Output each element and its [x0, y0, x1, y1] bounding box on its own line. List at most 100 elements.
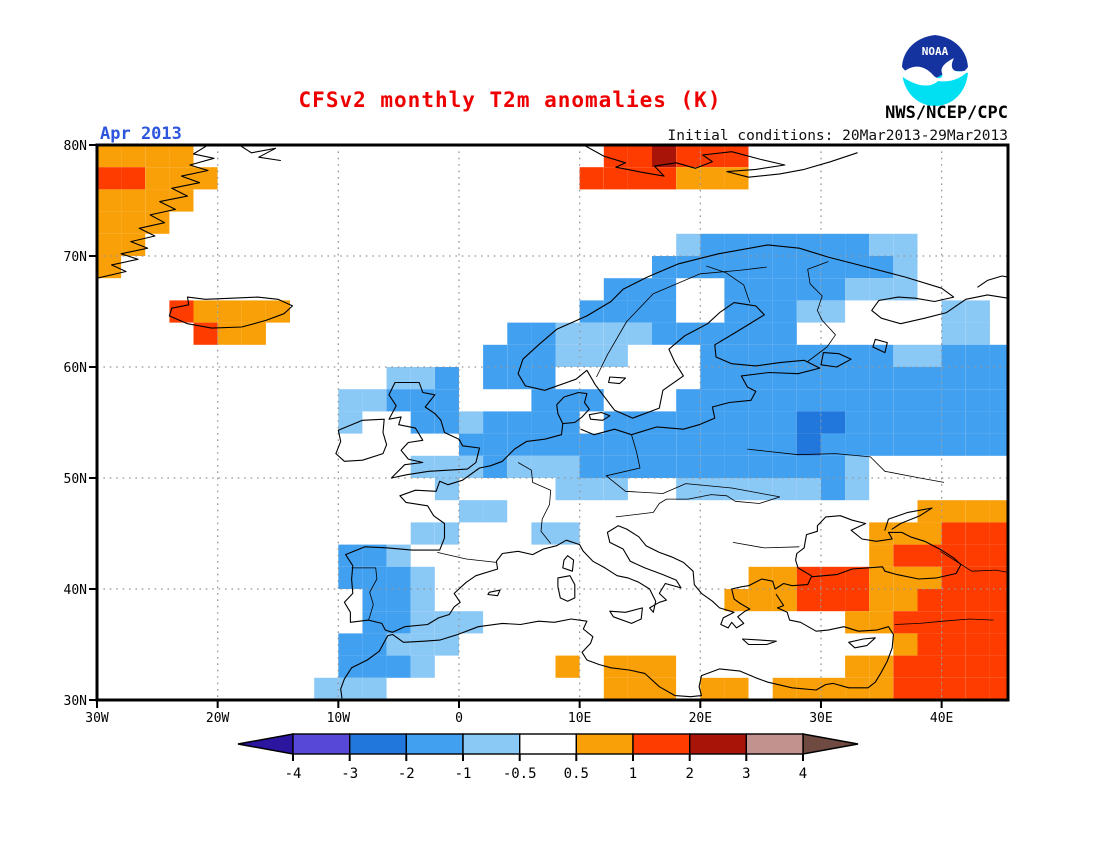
anomaly-cell: [338, 677, 363, 700]
border-spain-portugal: [351, 567, 378, 621]
anomaly-cell: [507, 322, 532, 345]
anomaly-cell: [748, 367, 773, 390]
colorbar-tick-label: 4: [799, 766, 807, 782]
colorbar-segment: [462, 733, 521, 755]
anomaly-cell: [869, 256, 894, 279]
anomaly-cell: [362, 389, 387, 412]
anomaly-cell: [748, 411, 773, 434]
anomaly-cell: [579, 322, 604, 345]
anomaly-cell: [603, 278, 628, 301]
anomaly-cell: [338, 411, 363, 434]
anomaly-cell: [145, 211, 170, 234]
anomaly-cell: [97, 211, 122, 234]
anomaly-cell: [603, 478, 628, 501]
anomaly-cell: [265, 300, 290, 323]
anomaly-cell: [555, 455, 580, 478]
coastline-baltic-coast: [524, 302, 821, 436]
anomaly-cell: [579, 167, 604, 190]
anomaly-cell: [169, 189, 194, 212]
anomaly-cell: [121, 211, 146, 234]
anomaly-cell: [169, 300, 194, 323]
noaa-logo-svg: NOAA: [900, 35, 970, 106]
anomaly-cell: [893, 566, 918, 589]
anomaly-cell: [893, 589, 918, 612]
anomaly-cell: [483, 344, 508, 367]
anomaly-cell: [410, 411, 435, 434]
anomaly-cell: [386, 544, 411, 567]
anomaly-cell: [555, 322, 580, 345]
anomaly-cell: [531, 522, 556, 545]
anomaly-cell: [700, 167, 725, 190]
anomaly-cell: [121, 189, 146, 212]
anomaly-cell: [845, 411, 870, 434]
anomaly-cell: [893, 344, 918, 367]
anomaly-cell: [772, 478, 797, 501]
y-tick-label: 40N: [64, 583, 87, 598]
anomaly-cell: [965, 367, 990, 390]
anomaly-cell: [796, 478, 821, 501]
anomaly-cell: [845, 433, 870, 456]
anomaly-cell: [989, 633, 1008, 656]
anomaly-cell: [169, 145, 194, 168]
anomaly-cell: [893, 522, 918, 545]
anomaly-cell: [603, 344, 628, 367]
anomaly-cell: [555, 478, 580, 501]
anomaly-cell: [676, 455, 701, 478]
anomaly-cell: [845, 256, 870, 279]
anomaly-cell: [579, 433, 604, 456]
anomaly-cell: [700, 322, 725, 345]
anomaly-cell: [483, 411, 508, 434]
noaa-logo: NOAA: [897, 33, 973, 109]
anomaly-cell: [989, 655, 1008, 678]
anomaly-cell: [700, 256, 725, 279]
anomaly-cell: [724, 455, 749, 478]
anomaly-cell: [845, 478, 870, 501]
anomaly-cell: [821, 589, 846, 612]
coastline-lake-onega: [872, 338, 888, 354]
colorbar-segment: [519, 733, 578, 755]
anomaly-cell: [700, 677, 725, 700]
coastline-greenland-east-coast: [97, 145, 215, 279]
anomaly-cell: [941, 500, 966, 523]
anomaly-cell: [772, 344, 797, 367]
anomaly-cell: [507, 344, 532, 367]
anomaly-cell: [676, 389, 701, 412]
coastline-cyprus: [848, 637, 876, 649]
anomaly-cell: [796, 455, 821, 478]
anomaly-cell: [748, 278, 773, 301]
anomaly-cell: [145, 145, 170, 168]
coastline-greenland-islands: [238, 145, 281, 162]
coastline-ireland: [335, 418, 388, 462]
anomaly-cell: [989, 566, 1008, 589]
anomaly-cell: [796, 433, 821, 456]
anomaly-cell: [796, 389, 821, 412]
anomaly-cell: [941, 344, 966, 367]
x-tick-label: 20W: [206, 711, 230, 726]
border-finland-russia: [807, 261, 836, 362]
anomaly-cell: [555, 389, 580, 412]
anomaly-cell: [941, 611, 966, 634]
colorbar-segment: [292, 733, 351, 755]
anomaly-cell: [796, 589, 821, 612]
anomaly-cell: [748, 566, 773, 589]
anomaly-cell: [845, 278, 870, 301]
anomaly-cell: [386, 589, 411, 612]
anomaly-cell: [941, 566, 966, 589]
anomaly-cell: [169, 167, 194, 190]
anomaly-cell: [772, 256, 797, 279]
anomaly-cell: [121, 145, 146, 168]
anomaly-cell: [869, 233, 894, 256]
anomaly-cell: [965, 677, 990, 700]
anomaly-cell: [965, 655, 990, 678]
anomaly-cell: [652, 655, 677, 678]
colorbar-segment: [632, 733, 691, 755]
anomaly-cell: [772, 300, 797, 323]
anomaly-cell: [796, 300, 821, 323]
anomaly-cell: [821, 455, 846, 478]
anomaly-cell: [652, 455, 677, 478]
anomaly-cell: [917, 677, 942, 700]
anomaly-cell: [989, 389, 1008, 412]
anomaly-cell: [434, 411, 459, 434]
anomaly-cell: [796, 566, 821, 589]
anomaly-cell: [410, 611, 435, 634]
